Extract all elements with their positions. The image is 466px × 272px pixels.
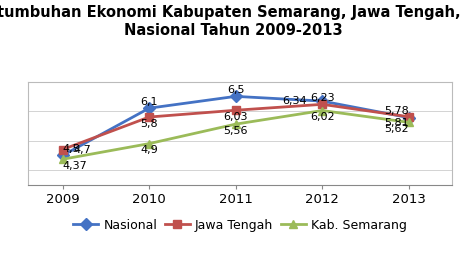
Jawa Tengah — [146, 115, 152, 119]
Nasional — [233, 95, 239, 98]
Kab. Semarang — [233, 122, 239, 126]
Text: Pertumbuhan Ekonomi Kabupaten Semarang, Jawa Tengah, dan
Nasional Tahun 2009-201: Pertumbuhan Ekonomi Kabupaten Semarang, … — [0, 5, 466, 38]
Text: 4,7: 4,7 — [73, 144, 91, 154]
Line: Nasional: Nasional — [58, 92, 413, 160]
Line: Kab. Semarang: Kab. Semarang — [58, 106, 413, 163]
Text: 5,62: 5,62 — [384, 124, 409, 134]
Text: 6,34: 6,34 — [282, 96, 307, 106]
Text: 5,81: 5,81 — [384, 118, 409, 128]
Text: 6,5: 6,5 — [227, 85, 244, 95]
Text: 6,03: 6,03 — [223, 112, 248, 122]
Nasional — [406, 116, 411, 119]
Kab. Semarang — [319, 109, 325, 112]
Jawa Tengah — [60, 148, 65, 151]
Text: 6,23: 6,23 — [310, 93, 335, 103]
Kab. Semarang — [406, 121, 411, 124]
Text: 4,9: 4,9 — [140, 145, 158, 155]
Line: Jawa Tengah: Jawa Tengah — [58, 100, 413, 154]
Jawa Tengah — [233, 109, 239, 112]
Text: 5,8: 5,8 — [140, 119, 158, 129]
Text: 4,37: 4,37 — [62, 161, 87, 171]
Jawa Tengah — [406, 115, 411, 118]
Text: 6,02: 6,02 — [310, 112, 335, 122]
Nasional — [146, 107, 152, 110]
Text: 6,1: 6,1 — [140, 97, 158, 107]
Jawa Tengah — [319, 103, 325, 106]
Nasional — [319, 100, 325, 103]
Text: 5,56: 5,56 — [223, 126, 248, 136]
Text: 5,78: 5,78 — [384, 106, 409, 116]
Legend: Nasional, Jawa Tengah, Kab. Semarang: Nasional, Jawa Tengah, Kab. Semarang — [69, 214, 411, 237]
Nasional — [60, 154, 65, 157]
Kab. Semarang — [60, 158, 65, 161]
Kab. Semarang — [146, 142, 152, 145]
Text: 4,5: 4,5 — [62, 144, 80, 154]
